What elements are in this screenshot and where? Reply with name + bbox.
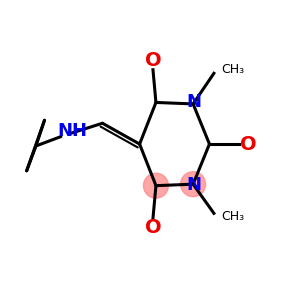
- Text: N: N: [186, 93, 201, 111]
- Circle shape: [143, 173, 168, 198]
- Text: O: O: [145, 218, 162, 237]
- Text: CH₃: CH₃: [222, 63, 245, 76]
- Text: NH: NH: [57, 122, 87, 140]
- Text: O: O: [240, 135, 257, 154]
- Text: N: N: [186, 176, 201, 194]
- Text: O: O: [145, 51, 162, 70]
- Circle shape: [181, 172, 206, 197]
- Text: CH₃: CH₃: [222, 210, 245, 224]
